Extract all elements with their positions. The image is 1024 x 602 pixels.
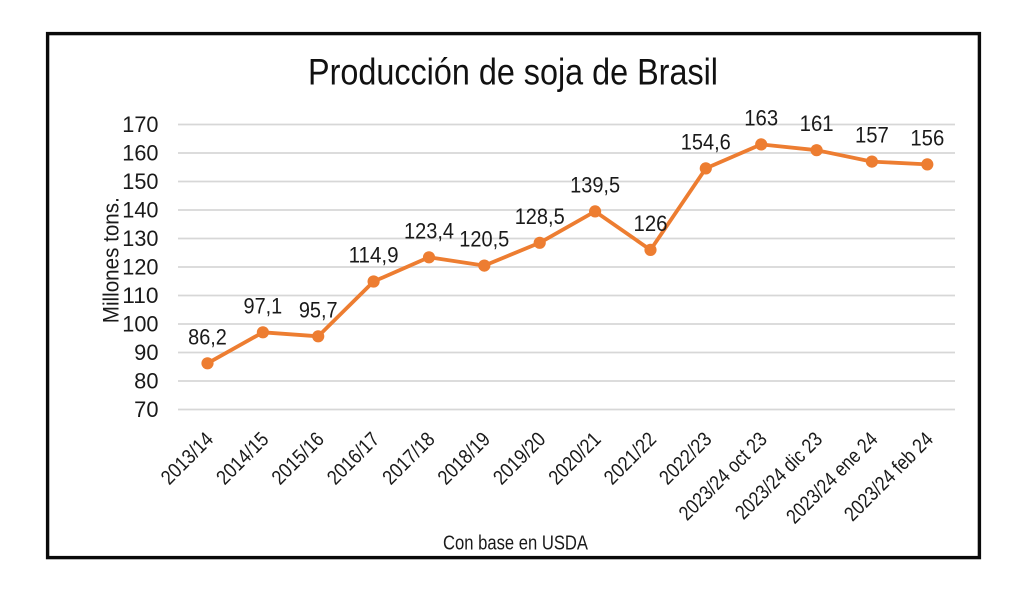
svg-text:140: 140 (122, 198, 158, 223)
svg-text:114,9: 114,9 (349, 243, 399, 268)
svg-text:160: 160 (122, 141, 158, 166)
svg-text:120,5: 120,5 (459, 227, 509, 252)
svg-text:154,6: 154,6 (681, 129, 731, 154)
svg-text:139,5: 139,5 (570, 172, 620, 197)
svg-text:161: 161 (800, 111, 834, 136)
svg-text:156: 156 (910, 125, 944, 150)
svg-text:120: 120 (122, 255, 158, 280)
svg-text:128,5: 128,5 (515, 204, 565, 229)
svg-text:80: 80 (134, 369, 158, 394)
svg-text:157: 157 (855, 123, 889, 148)
svg-text:95,7: 95,7 (299, 297, 338, 322)
svg-text:130: 130 (122, 226, 158, 251)
svg-text:170: 170 (122, 112, 158, 137)
svg-text:100: 100 (122, 312, 158, 337)
svg-text:126: 126 (634, 211, 668, 236)
svg-text:90: 90 (134, 340, 158, 365)
svg-text:163: 163 (744, 105, 778, 130)
svg-text:150: 150 (122, 169, 158, 194)
svg-text:Millones tons.: Millones tons. (99, 197, 124, 323)
svg-text:123,4: 123,4 (404, 218, 454, 243)
svg-text:86,2: 86,2 (188, 324, 227, 349)
svg-text:Con base en USDA: Con base en USDA (443, 531, 588, 554)
svg-text:70: 70 (134, 397, 158, 422)
svg-text:97,1: 97,1 (244, 293, 283, 318)
svg-text:Producción de soja de Brasil: Producción de soja de Brasil (308, 52, 718, 93)
svg-text:110: 110 (122, 283, 158, 308)
